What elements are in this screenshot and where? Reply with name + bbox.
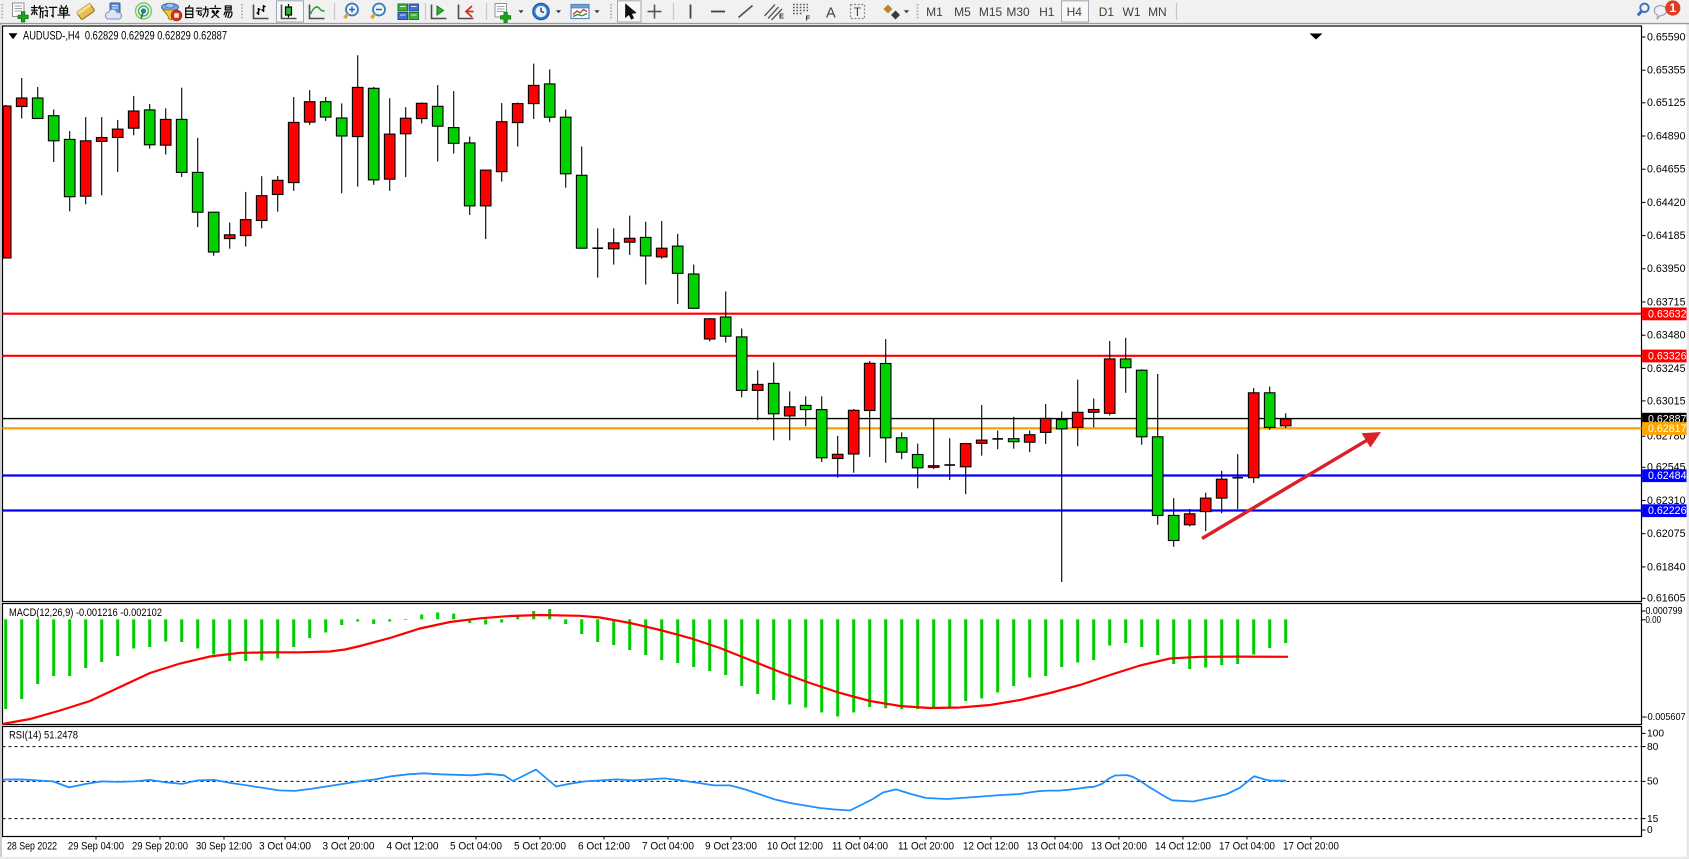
svg-text:13 Oct 04:00: 13 Oct 04:00 [1027, 840, 1083, 852]
svg-text:D1: D1 [1099, 5, 1115, 19]
svg-text:M30: M30 [1006, 5, 1030, 19]
svg-text:80: 80 [1647, 742, 1659, 753]
svg-text:0.64890: 0.64890 [1647, 130, 1686, 142]
svg-text:T: T [854, 5, 862, 19]
svg-text:0.63015: 0.63015 [1647, 395, 1686, 407]
svg-text:7 Oct 04:00: 7 Oct 04:00 [642, 840, 694, 852]
svg-text:0: 0 [1647, 825, 1653, 836]
svg-text:3 Oct 20:00: 3 Oct 20:00 [323, 840, 375, 852]
svg-text:5 Oct 20:00: 5 Oct 20:00 [514, 840, 566, 852]
svg-text:MACD(12,26,9) -0.001216 -0.002: MACD(12,26,9) -0.001216 -0.002102 [9, 607, 162, 619]
svg-text:0.000799: 0.000799 [1646, 606, 1683, 617]
svg-text:H4: H4 [1067, 5, 1083, 19]
svg-text:0.61840: 0.61840 [1647, 561, 1686, 573]
svg-text:-0.005607: -0.005607 [1645, 712, 1686, 723]
svg-text:E: E [779, 12, 784, 21]
svg-text:30 Sep 12:00: 30 Sep 12:00 [196, 840, 252, 852]
svg-text:11 Oct 04:00: 11 Oct 04:00 [832, 840, 888, 852]
svg-text:W1: W1 [1123, 5, 1141, 19]
svg-text:100: 100 [1647, 729, 1664, 740]
svg-text:0.00: 0.00 [1646, 615, 1662, 626]
svg-text:0.63326: 0.63326 [1648, 350, 1687, 362]
svg-text:0.65125: 0.65125 [1647, 97, 1686, 109]
svg-text:6 Oct 12:00: 6 Oct 12:00 [578, 840, 630, 852]
svg-text:0.63715: 0.63715 [1647, 296, 1686, 308]
svg-text:5 Oct 04:00: 5 Oct 04:00 [450, 840, 502, 852]
svg-text:0.63245: 0.63245 [1647, 363, 1686, 375]
svg-text:17 Oct 20:00: 17 Oct 20:00 [1283, 840, 1339, 852]
svg-text:0.61605: 0.61605 [1647, 593, 1686, 605]
svg-text:3 Oct 04:00: 3 Oct 04:00 [259, 840, 311, 852]
svg-text:50: 50 [1647, 777, 1659, 788]
svg-text:0.64655: 0.64655 [1647, 164, 1686, 176]
svg-text:0.62310: 0.62310 [1647, 495, 1686, 507]
svg-text:0.62226: 0.62226 [1648, 505, 1687, 517]
svg-text:28 Sep 2022: 28 Sep 2022 [7, 840, 57, 852]
svg-text:M5: M5 [954, 5, 971, 19]
svg-text:17 Oct 04:00: 17 Oct 04:00 [1219, 840, 1275, 852]
svg-text:0.65355: 0.65355 [1647, 65, 1686, 77]
svg-text:11 Oct 20:00: 11 Oct 20:00 [898, 840, 954, 852]
svg-text:10 Oct 12:00: 10 Oct 12:00 [767, 840, 823, 852]
svg-text:9 Oct 23:00: 9 Oct 23:00 [705, 840, 757, 852]
svg-text:AUDUSD-,H4 0.62829 0.62929 0.: AUDUSD-,H4 0.62829 0.62929 0.62829 0.628… [23, 29, 227, 42]
svg-text:29 Sep 04:00: 29 Sep 04:00 [68, 840, 124, 852]
svg-text:0.62817: 0.62817 [1648, 423, 1687, 435]
svg-text:0.62075: 0.62075 [1647, 528, 1686, 540]
svg-text:0.63480: 0.63480 [1647, 330, 1686, 342]
svg-text:15: 15 [1647, 814, 1659, 825]
svg-text:M1: M1 [926, 5, 943, 19]
svg-text:0.62484: 0.62484 [1648, 470, 1687, 482]
svg-text:0.64185: 0.64185 [1647, 230, 1686, 242]
svg-text:H1: H1 [1039, 5, 1055, 19]
svg-text:M15: M15 [979, 5, 1003, 19]
svg-text:14 Oct 12:00: 14 Oct 12:00 [1155, 840, 1211, 852]
svg-text:13 Oct 20:00: 13 Oct 20:00 [1091, 840, 1147, 852]
svg-text:0.63632: 0.63632 [1648, 308, 1687, 320]
svg-text:0.65590: 0.65590 [1647, 31, 1686, 43]
svg-text:12 Oct 12:00: 12 Oct 12:00 [963, 840, 1019, 852]
svg-text:F: F [806, 14, 811, 23]
svg-text:29 Sep 20:00: 29 Sep 20:00 [132, 840, 188, 852]
svg-text:0.63950: 0.63950 [1647, 263, 1686, 275]
svg-text:1: 1 [1669, 1, 1676, 15]
svg-text:4 Oct 12:00: 4 Oct 12:00 [387, 840, 439, 852]
svg-text:RSI(14) 51.2478: RSI(14) 51.2478 [9, 729, 78, 741]
svg-text:A: A [826, 6, 836, 22]
svg-text:MN: MN [1148, 5, 1167, 19]
svg-text:0.64420: 0.64420 [1647, 197, 1686, 209]
